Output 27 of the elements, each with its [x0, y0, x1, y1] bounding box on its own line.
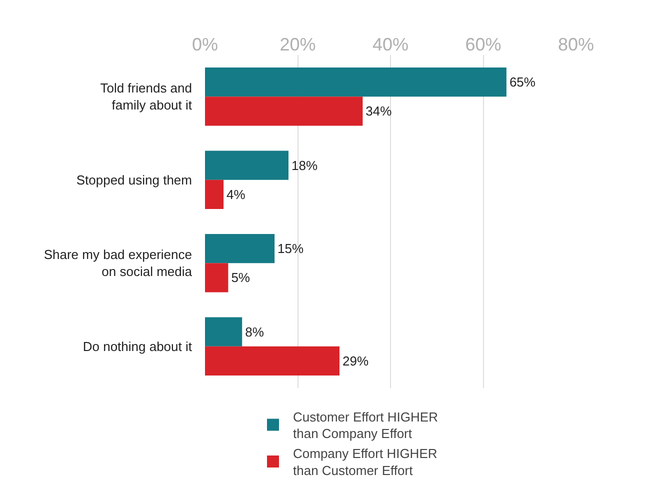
bar	[205, 317, 242, 346]
x-tick-label: 20%	[280, 34, 316, 54]
y-tick-label: Share my bad experience on social media	[44, 247, 193, 280]
data-label: 5%	[231, 270, 250, 286]
data-label: 18%	[291, 158, 318, 173]
data-label: 65%	[509, 74, 536, 90]
data-label: 15%	[278, 241, 304, 256]
data-label: 29%	[342, 353, 369, 368]
data-label: 34%	[366, 104, 392, 119]
x-tick-label: 60%	[465, 34, 502, 54]
bar	[205, 263, 228, 292]
legend-label: Customer Effort HIGHER than Company Effort	[293, 409, 438, 442]
bar	[205, 67, 506, 97]
bar	[205, 96, 363, 126]
y-tick-label: Do nothing about it	[82, 338, 192, 354]
x-tick-label: 80%	[558, 34, 594, 54]
data-label: 8%	[245, 324, 264, 340]
y-tick-label: Told friends and family about it	[100, 80, 192, 113]
bar	[205, 346, 340, 376]
legend-label: Company Effort HIGHER than Customer Effort	[293, 446, 438, 478]
bar	[205, 150, 288, 180]
y-tick-label: Stopped using them	[76, 172, 192, 188]
x-tick-label: 40%	[372, 34, 409, 54]
data-label: 4%	[226, 186, 246, 202]
bar	[205, 234, 275, 264]
bar	[205, 180, 224, 210]
x-tick-label: 0%	[192, 34, 218, 54]
